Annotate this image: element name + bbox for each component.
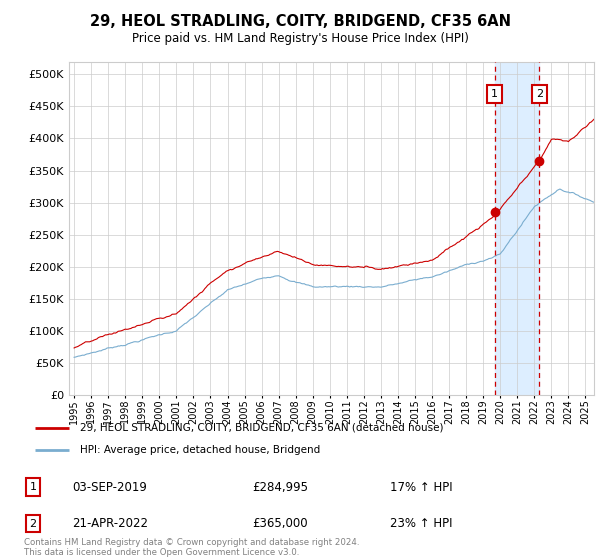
Text: 2: 2 [536,88,543,99]
Text: 29, HEOL STRADLING, COITY, BRIDGEND, CF35 6AN (detached house): 29, HEOL STRADLING, COITY, BRIDGEND, CF3… [80,423,443,433]
Text: 29, HEOL STRADLING, COITY, BRIDGEND, CF35 6AN: 29, HEOL STRADLING, COITY, BRIDGEND, CF3… [89,14,511,29]
Text: Contains HM Land Registry data © Crown copyright and database right 2024.
This d: Contains HM Land Registry data © Crown c… [24,538,359,557]
Text: 23% ↑ HPI: 23% ↑ HPI [390,517,452,530]
Text: 21-APR-2022: 21-APR-2022 [72,517,148,530]
Text: 2: 2 [29,519,37,529]
Text: 1: 1 [491,88,498,99]
Text: Price paid vs. HM Land Registry's House Price Index (HPI): Price paid vs. HM Land Registry's House … [131,32,469,45]
Text: 17% ↑ HPI: 17% ↑ HPI [390,480,452,494]
Text: HPI: Average price, detached house, Bridgend: HPI: Average price, detached house, Brid… [80,445,320,455]
Text: £284,995: £284,995 [252,480,308,494]
Text: 1: 1 [29,482,37,492]
Bar [494,62,539,395]
Text: £365,000: £365,000 [252,517,308,530]
Text: 03-SEP-2019: 03-SEP-2019 [72,480,147,494]
